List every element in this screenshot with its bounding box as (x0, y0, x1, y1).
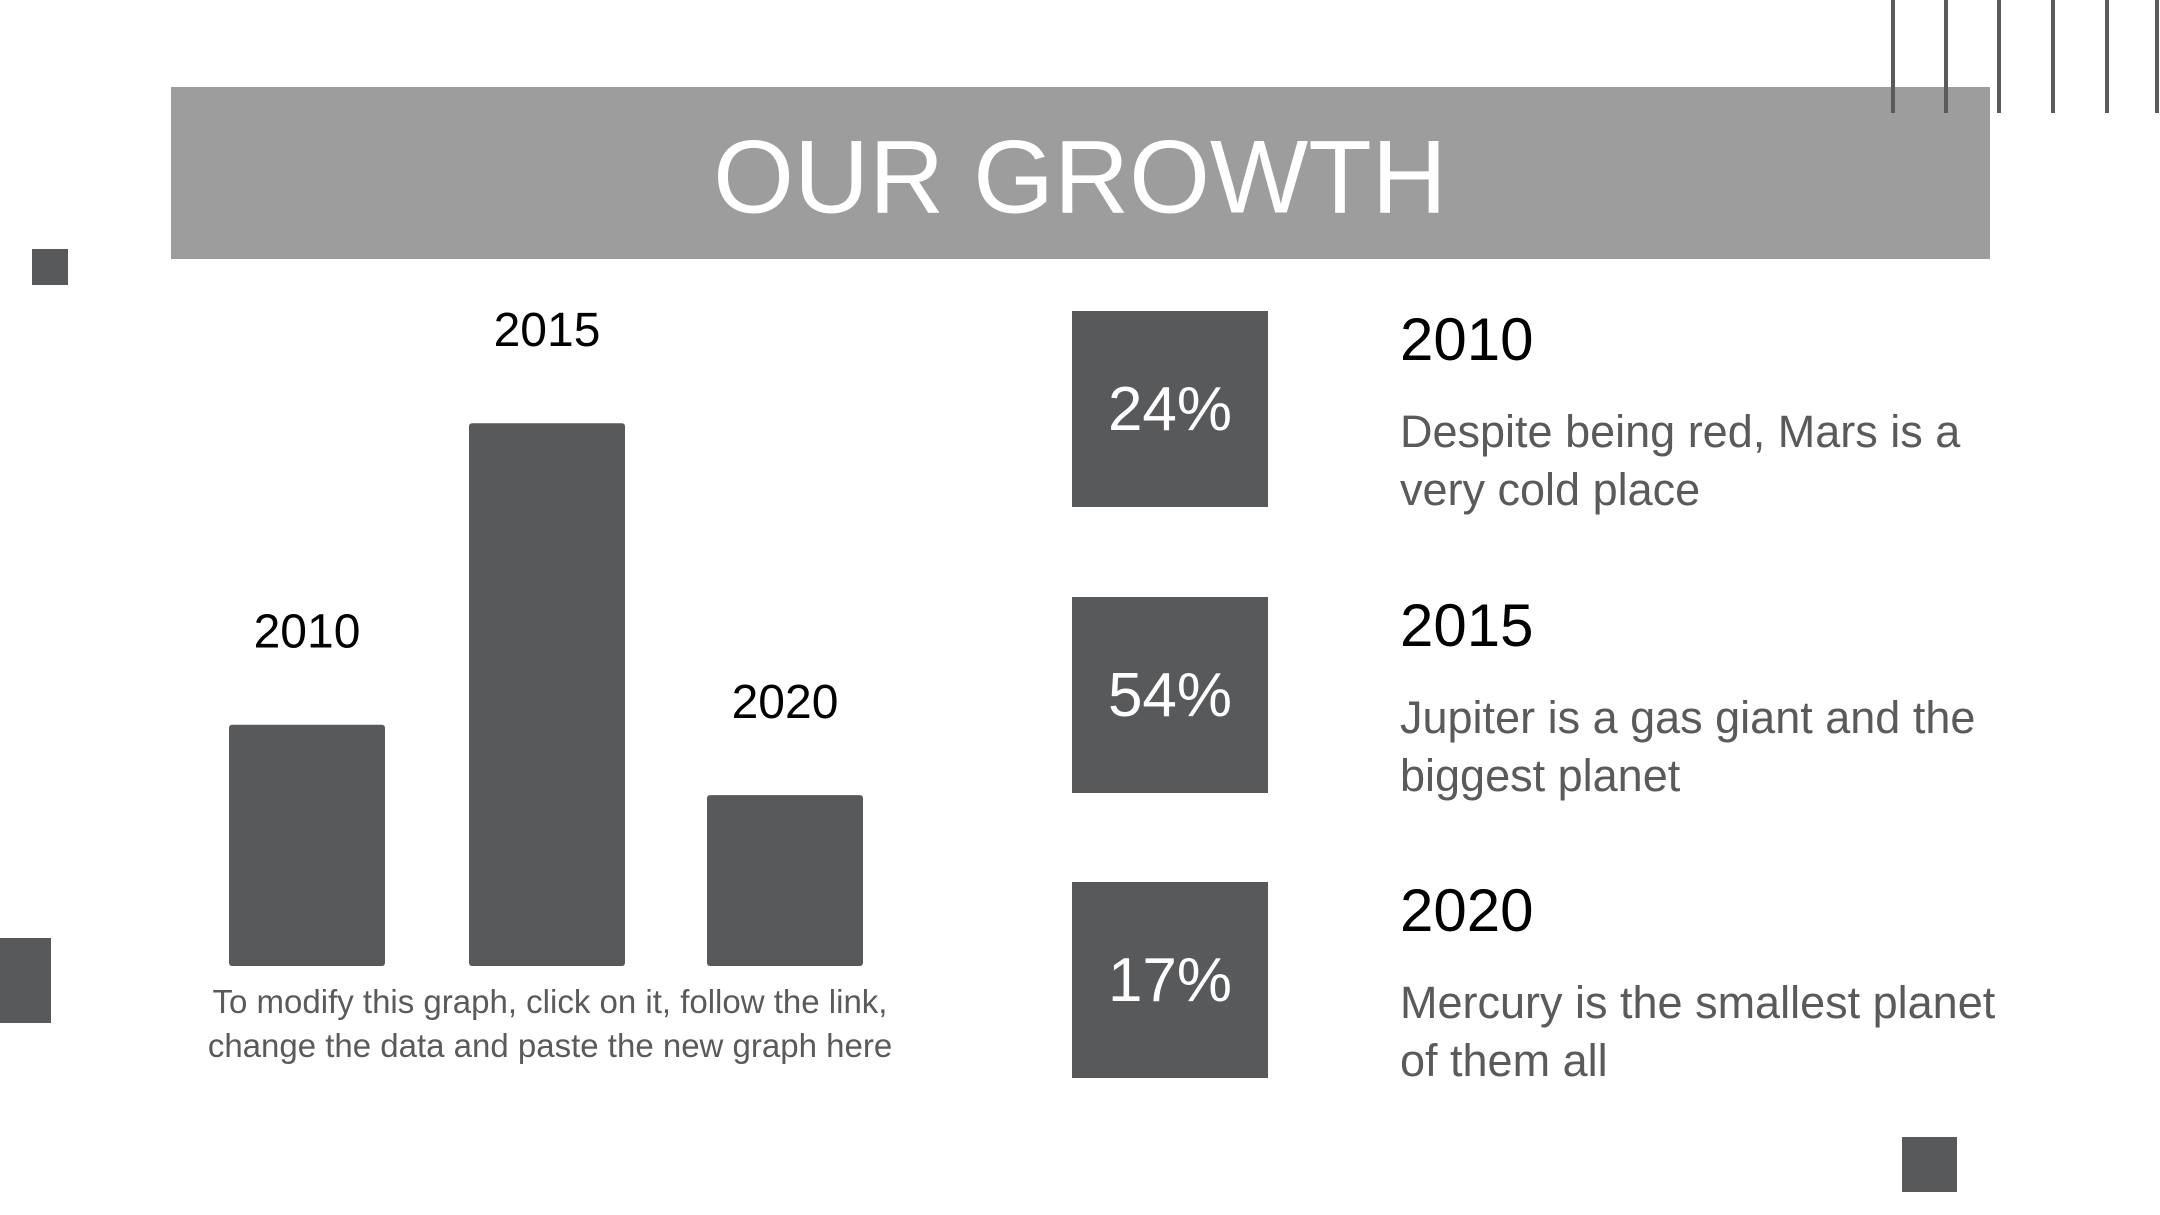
decor-square (32, 249, 68, 285)
percent-box: 17% (1072, 882, 1268, 1078)
item-year: 2010 (1400, 306, 1534, 373)
chart-note: To modify this graph, click on it, follo… (207, 983, 893, 1064)
percent-box: 24% (1072, 311, 1268, 507)
bar (707, 795, 863, 966)
percent-box: 54% (1072, 597, 1268, 793)
category-label: 2010 (254, 605, 361, 658)
category-label: 2015 (494, 304, 601, 357)
bar (229, 724, 385, 966)
item-text: Mercury is the smallest planet of them a… (1400, 977, 1996, 1086)
decor-lines (1891, 0, 2159, 113)
item-text: Jupiter is a gas giant and the biggest p… (1400, 692, 1976, 801)
decor-rect (0, 938, 51, 1023)
slide-title: OUR GROWTH (713, 119, 1447, 235)
bar-chart: 2010 2015 2020 (229, 304, 863, 966)
category-label: 2020 (732, 676, 839, 729)
decor-square (1902, 1137, 1957, 1192)
title-band (171, 87, 1990, 259)
item-year: 2020 (1400, 877, 1534, 944)
item-text: Despite being red, Mars is a very cold p… (1400, 406, 1961, 515)
bar (469, 423, 625, 966)
item-year: 2015 (1400, 592, 1534, 659)
